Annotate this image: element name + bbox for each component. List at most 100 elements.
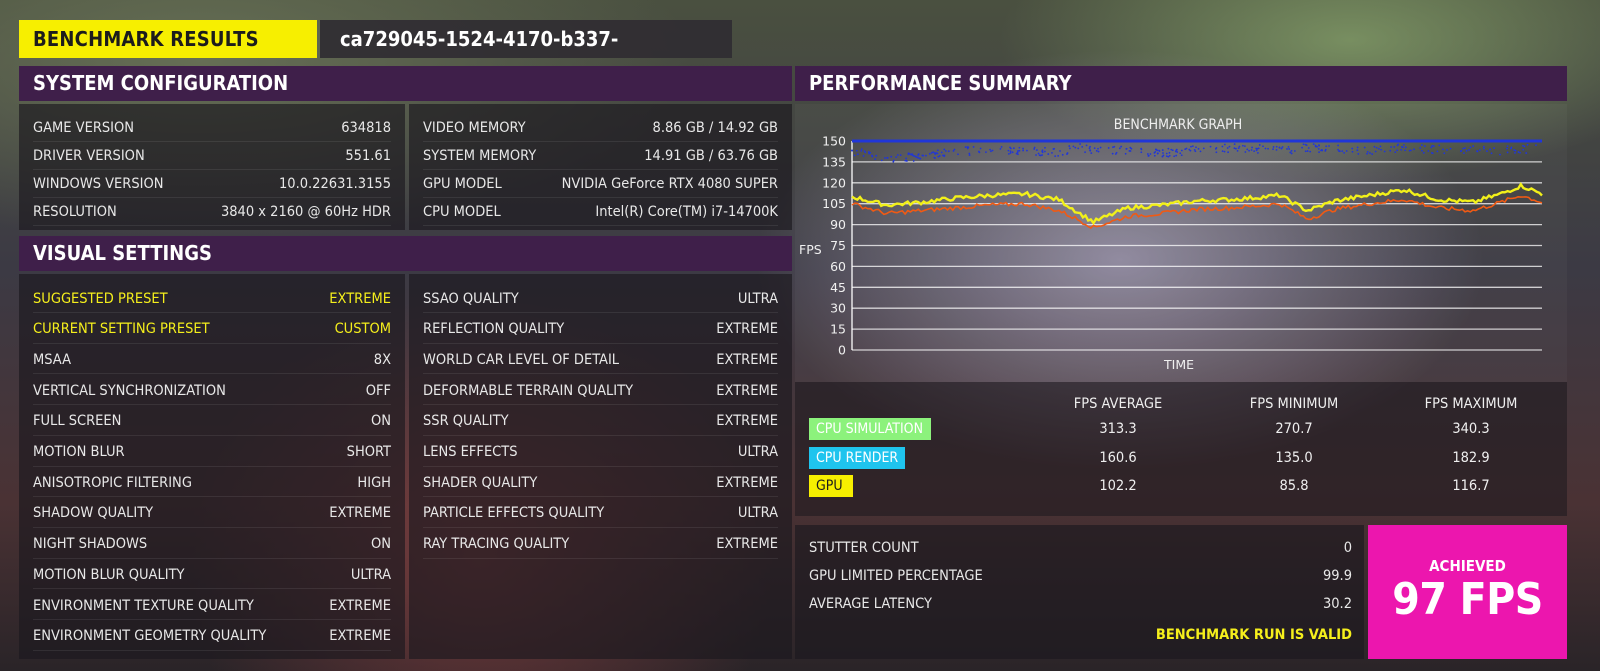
cpu-render-point [1236, 149, 1239, 152]
y-tick-label: 45 [830, 280, 846, 295]
cpu-render-point [1281, 146, 1284, 148]
setting-row: ANISOTROPIC FILTERING HIGH [33, 469, 391, 498]
cpu-render-point [1513, 149, 1515, 151]
setting-value: EXTREME [329, 505, 391, 522]
cpu-render-point [1017, 149, 1019, 152]
cpu-render-point [947, 150, 950, 153]
cpu-render-point [1125, 147, 1128, 150]
setting-value: EXTREME [329, 290, 391, 307]
cpu-render-point [979, 147, 982, 150]
setting-value: 551.61 [345, 147, 391, 164]
cpu-render-point [1486, 150, 1488, 152]
run-id-label: ca729045-1524-4170-b337-bc5606d2d863 [320, 20, 732, 89]
stat-value: 99.9 [1322, 568, 1352, 584]
cpu-render-point [1077, 147, 1080, 150]
setting-label: MOTION BLUR QUALITY [33, 566, 185, 583]
cpu-render-point [1250, 149, 1253, 151]
cpu-render-point [1255, 149, 1258, 152]
setting-row: ENVIRONMENT TEXTURE QUALITY EXTREME [33, 592, 391, 620]
cpu-render-point [1140, 151, 1143, 154]
cpu-render-point [1018, 146, 1021, 149]
cpu-render-point [1244, 151, 1247, 153]
cpu-render-point [1506, 151, 1509, 154]
cpu-render-point [1197, 147, 1200, 150]
cpu-render-point [1146, 153, 1149, 155]
setting-value: OFF [365, 382, 391, 399]
cpu-render-point [1256, 147, 1259, 150]
cpu-render-point [1039, 154, 1042, 157]
setting-label: REFLECTION QUALITY [423, 321, 565, 338]
setting-label: CURRENT SETTING PRESET [33, 321, 210, 338]
setting-label: DRIVER VERSION [33, 147, 145, 164]
cpu-render-point [1012, 147, 1015, 150]
cpu-render-point [1235, 147, 1237, 150]
y-tick-label: 150 [822, 134, 846, 149]
cpu-render-point [1432, 145, 1435, 148]
cpu-render-point [1262, 145, 1264, 148]
cpu-render-point [922, 154, 925, 157]
cpu-render-point [1366, 150, 1369, 153]
cpu-render-point [1057, 154, 1060, 157]
cpu-render-point [1089, 149, 1092, 152]
cpu-render-point [1307, 147, 1310, 149]
cpu-render-point [938, 155, 941, 157]
cpu-render-point [1202, 147, 1205, 150]
setting-label: GPU MODEL [423, 175, 502, 192]
stats-panel [795, 525, 1364, 659]
setting-value: EXTREME [716, 321, 778, 338]
cpu-render-point [1154, 151, 1157, 153]
cpu-render-point [1275, 148, 1278, 151]
cpu-render-point [936, 149, 939, 152]
cpu-render-point [1449, 147, 1452, 150]
cpu-render-point [1519, 151, 1521, 154]
cpu-render-point [1237, 147, 1240, 150]
setting-row: NIGHT SHADOWS ON [33, 531, 391, 559]
cpu-render-point [1233, 147, 1236, 150]
cpu-render-point [1009, 152, 1012, 154]
setting-label: ENVIRONMENT TEXTURE QUALITY [33, 597, 254, 614]
chart-series [851, 139, 1543, 229]
cpu-render-point [1526, 143, 1529, 146]
cpu-render-point [1156, 152, 1159, 155]
cpu-render-point [1506, 147, 1508, 150]
cpu-render-point [1278, 146, 1281, 149]
cpu-render-point [919, 157, 922, 160]
cpu-render-point [1489, 148, 1491, 151]
cpu-render-point [1493, 147, 1495, 150]
cpu-render-point [999, 147, 1002, 150]
setting-value: ON [370, 413, 391, 430]
cpu-render-point [1351, 150, 1354, 153]
setting-label: NIGHT SHADOWS [33, 536, 148, 553]
cpu-render-point [1288, 148, 1291, 150]
visual-settings-header: VISUAL SETTINGS [19, 236, 792, 271]
cpu-render-point [1248, 149, 1250, 152]
cpu-render-point [1052, 148, 1055, 150]
chart-title: BENCHMARK GRAPH [1113, 117, 1243, 133]
cpu-render-point [1490, 152, 1493, 155]
cpu-render-point [1478, 149, 1481, 151]
cpu-render-point [1085, 144, 1088, 147]
cpu-render-point [1468, 149, 1470, 151]
setting-value: EXTREME [329, 597, 391, 614]
cpu-render-point [1009, 150, 1012, 153]
fps-min-value: 270.7 [1275, 421, 1313, 437]
cpu-render-point [1072, 145, 1075, 148]
y-tick-label: 30 [830, 301, 846, 316]
cpu-render-point [1215, 151, 1218, 154]
cpu-render-point [1337, 148, 1339, 151]
cpu-render-point [1090, 152, 1093, 155]
validity-label: BENCHMARK RUN IS VALID [1155, 627, 1352, 643]
stat-label: GPU LIMITED PERCENTAGE [809, 568, 983, 584]
cpu-render-point [1233, 143, 1236, 146]
cpu-render-point [1168, 154, 1171, 157]
cpu-render-point [1253, 150, 1256, 153]
cpu-render-point [1472, 145, 1475, 147]
cpu-render-point [860, 148, 863, 151]
setting-label: SSAO QUALITY [423, 290, 519, 307]
setting-row: SSR QUALITY EXTREME [423, 408, 778, 436]
cpu-render-point [1377, 147, 1380, 150]
cpu-render-point [1304, 150, 1307, 153]
setting-row: SSAO QUALITY ULTRA [423, 285, 778, 313]
cpu-render-point [1099, 146, 1102, 149]
achieved-fps-box: ACHIEVED 97 FPS [1368, 525, 1567, 659]
